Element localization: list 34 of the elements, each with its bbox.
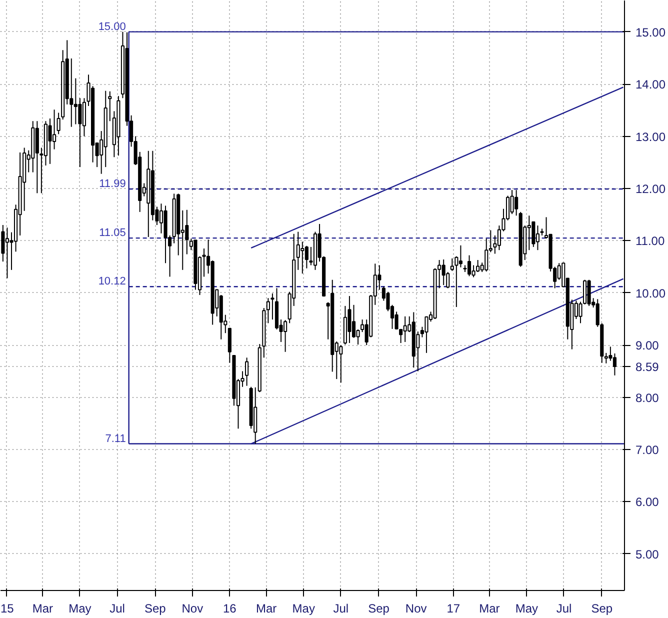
x-tick-label: Mar <box>32 602 54 616</box>
ref-line-label: 11.99 <box>99 178 126 190</box>
x-tick-label: May <box>292 602 315 616</box>
x-tick-label: 15 <box>0 602 14 616</box>
y-tick-label: 8.00 <box>636 390 660 405</box>
ref-line-label: 10.12 <box>98 276 126 288</box>
ref-line-label: 11.05 <box>99 227 126 240</box>
x-tick-label: Sep <box>368 602 390 616</box>
x-tick-label: Jul <box>556 602 572 616</box>
y-tick-label: 14.00 <box>636 78 666 92</box>
x-tick-label: May <box>68 602 92 616</box>
x-tick-label: Nov <box>405 602 427 616</box>
x-tick-label: 17 <box>446 602 460 616</box>
y-tick-label: 8.59 <box>636 360 660 374</box>
y-tick-label: 11.00 <box>636 234 665 248</box>
x-tick-label: Nov <box>182 602 204 616</box>
y-tick-label: 9.00 <box>636 338 660 353</box>
y-tick-label: 10.00 <box>636 286 666 300</box>
x-tick-label: Sep <box>591 602 613 616</box>
x-tick-label: Sep <box>144 602 166 616</box>
y-tick-label: 5.00 <box>636 547 660 562</box>
ref-line-label: 7.11 <box>105 432 126 445</box>
x-tick-label: 16 <box>223 602 237 616</box>
y-tick-label: 13.00 <box>636 130 666 144</box>
x-tick-label: Jul <box>110 602 125 616</box>
y-tick-label: 12.00 <box>636 182 666 196</box>
y-tick-label: 6.00 <box>636 495 660 510</box>
ref-line-label: 15.00 <box>98 20 126 33</box>
x-tick-label: Mar <box>479 602 500 616</box>
y-tick-label: 7.00 <box>636 443 660 458</box>
x-tick-label: Jul <box>333 602 349 616</box>
y-tick-label: 15.00 <box>636 25 666 40</box>
x-tick-label: May <box>515 602 538 616</box>
x-tick-label: Mar <box>256 602 277 616</box>
